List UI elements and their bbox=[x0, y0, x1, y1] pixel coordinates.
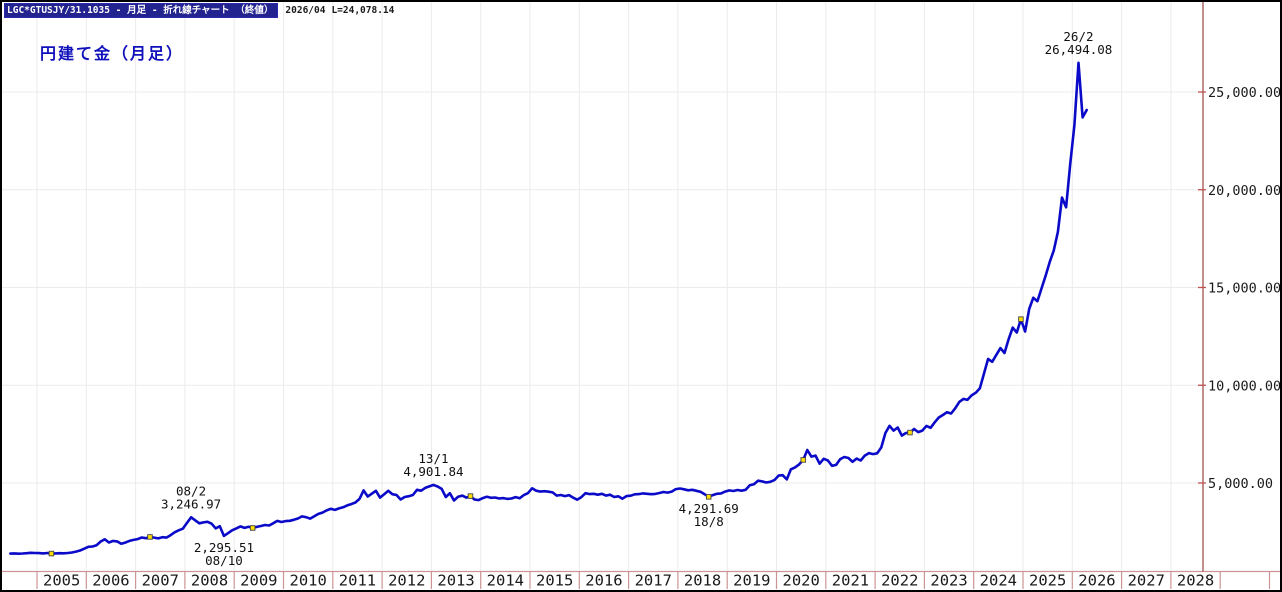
x-axis-label: 2018 bbox=[684, 572, 721, 590]
price-line bbox=[9, 61, 1088, 556]
x-axis-label: 2027 bbox=[1128, 572, 1165, 590]
x-axis-label: 2013 bbox=[437, 572, 474, 590]
x-axis-label: 2019 bbox=[733, 572, 770, 590]
x-axis-label: 2023 bbox=[930, 572, 967, 590]
x-axis-label: 2024 bbox=[980, 572, 1017, 590]
last-price-label: L=24,078.14 bbox=[331, 5, 395, 16]
price-annotation: 18/8 bbox=[694, 514, 724, 529]
price-annotation: 26,494.08 bbox=[1045, 42, 1113, 57]
y-axis-label: 5,000.00 bbox=[1208, 476, 1273, 492]
x-axis-label: 2007 bbox=[142, 572, 179, 590]
x-axis-label: 2012 bbox=[388, 572, 425, 590]
price-annotation: 08/10 bbox=[205, 553, 243, 568]
price-marker bbox=[800, 457, 806, 463]
x-axis-label: 2006 bbox=[92, 572, 129, 590]
price-annotation: 08/2 bbox=[176, 483, 206, 498]
x-axis-label: 2028 bbox=[1177, 572, 1214, 590]
x-axis-label: 2017 bbox=[635, 572, 672, 590]
price-annotation: 3,246.97 bbox=[161, 496, 221, 511]
price-marker bbox=[705, 494, 712, 500]
current-month-label: 2026/04 bbox=[285, 5, 326, 16]
x-axis-label: 2025 bbox=[1029, 572, 1066, 590]
y-axis-label: 20,000.00 bbox=[1208, 183, 1280, 199]
price-annotation: 13/1 bbox=[418, 451, 448, 466]
price-marker bbox=[147, 534, 153, 540]
x-axis-label: 2005 bbox=[43, 572, 80, 590]
x-axis-label: 2009 bbox=[240, 572, 277, 590]
header-bar: LGC*GTUSJY/31.1035 - 月足 - 折れ線チャート （終値） 20… bbox=[4, 3, 1274, 19]
price-marker bbox=[1018, 316, 1024, 322]
price-marker bbox=[249, 525, 256, 531]
x-axis-label: 2011 bbox=[339, 572, 376, 590]
price-annotation: 2,295.51 bbox=[194, 540, 254, 555]
y-axis-label: 15,000.00 bbox=[1208, 281, 1280, 297]
x-axis-label: 2010 bbox=[289, 572, 326, 590]
y-axis-label: 10,000.00 bbox=[1208, 378, 1280, 394]
x-axis-label: 2026 bbox=[1078, 572, 1115, 590]
x-axis-label: 2008 bbox=[191, 572, 228, 590]
x-axis-label: 2021 bbox=[832, 572, 869, 590]
y-axis-label: 25,000.00 bbox=[1208, 85, 1280, 101]
price-marker bbox=[907, 429, 913, 436]
x-axis-label: 2020 bbox=[782, 572, 819, 590]
price-annotation: 4,291.69 bbox=[679, 501, 739, 516]
price-marker bbox=[467, 493, 474, 499]
x-axis-label: 2015 bbox=[536, 572, 573, 590]
instrument-settings-box[interactable]: LGC*GTUSJY/31.1035 - 月足 - 折れ線チャート （終値） bbox=[4, 3, 279, 18]
price-annotation: 4,901.84 bbox=[403, 464, 463, 479]
x-axis-label: 2014 bbox=[487, 572, 524, 590]
price-marker bbox=[48, 550, 55, 557]
x-axis-label: 2022 bbox=[881, 572, 918, 590]
price-annotation: 26/2 bbox=[1063, 29, 1093, 44]
x-axis-label: 2016 bbox=[585, 572, 622, 590]
chart-title: 円建て金（月足） bbox=[40, 44, 185, 63]
